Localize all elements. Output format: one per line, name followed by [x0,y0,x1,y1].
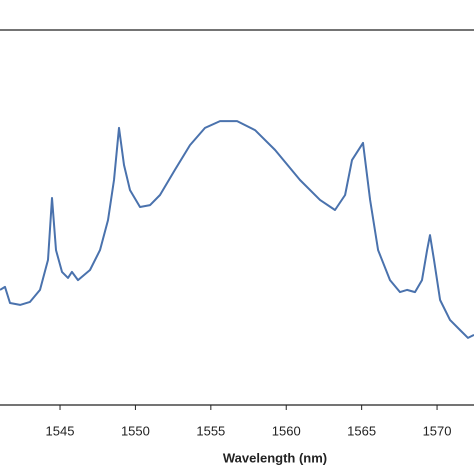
x-tick-label: 1550 [121,423,150,438]
x-tick-label: 1555 [196,423,225,438]
x-tick-label: 1570 [423,423,452,438]
x-tick-label: 1545 [46,423,75,438]
x-tick-label: 1565 [347,423,376,438]
x-tick-label: 1560 [272,423,301,438]
series-line [0,120,474,339]
x-axis-label: Wavelength (nm) [223,450,327,465]
